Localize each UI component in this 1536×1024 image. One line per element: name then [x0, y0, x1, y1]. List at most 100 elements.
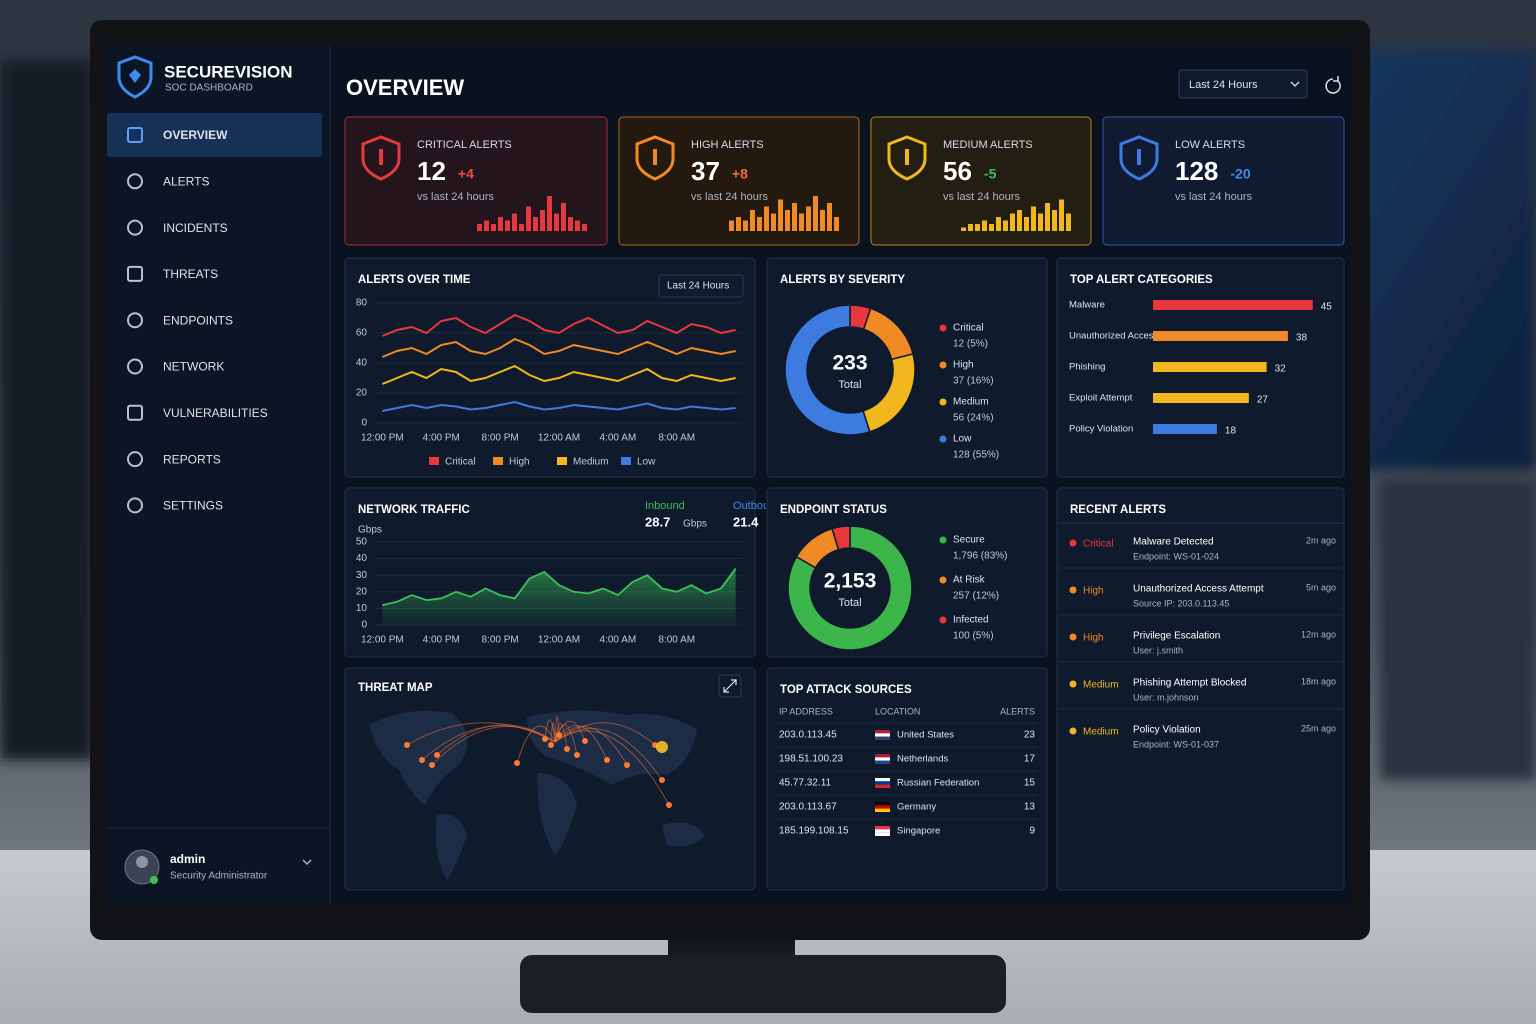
- alert-title[interactable]: Phishing Attempt Blocked: [1133, 678, 1246, 689]
- data-label: 12 (5%): [953, 339, 988, 350]
- flag: [875, 826, 890, 830]
- brand-logo: [117, 55, 153, 99]
- flag: [875, 781, 890, 785]
- alert-detail: User: j.smith: [1133, 645, 1183, 655]
- kpi-icon: [887, 135, 927, 181]
- flag: [875, 733, 890, 737]
- server-rack: [0, 60, 95, 760]
- panel-title: RECENT ALERTS: [1070, 504, 1166, 516]
- alert-time: 5m ago: [1306, 582, 1336, 592]
- sparkline-bar: [505, 220, 510, 231]
- nav-item[interactable]: OVERVIEW: [163, 128, 228, 142]
- sparkline-bar: [813, 196, 818, 231]
- kpi-icon-mark: [905, 149, 909, 165]
- sparkline-bar: [771, 213, 776, 231]
- attack-arc: [554, 723, 568, 750]
- legend-label: High: [509, 457, 530, 468]
- sparkline-bar: [575, 220, 580, 231]
- attack-arc: [516, 725, 556, 764]
- dashboard: SECUREVISION SOC DASHBOARD OVERVIEW ALERTS I…: [107, 45, 1345, 905]
- range-dropdown[interactable]: [658, 274, 744, 298]
- sparkline-bar: [982, 220, 987, 231]
- kpi-note: vs last 24 hours: [417, 191, 495, 203]
- x-tick-label: 4:00 PM: [423, 433, 460, 444]
- kpi-label: MEDIUM ALERTS: [943, 139, 1033, 151]
- sparkline-bar: [1010, 213, 1015, 231]
- map-land: [369, 710, 468, 805]
- x-tick-label: 12:00 AM: [538, 635, 580, 646]
- user-menu[interactable]: [302, 859, 312, 866]
- alert-title[interactable]: Malware Detected: [1133, 537, 1214, 548]
- alert-detail: Source IP: 203.0.113.45: [1133, 598, 1229, 608]
- line-series: [381, 313, 736, 337]
- donut-total: 2,153: [824, 570, 877, 593]
- attack-arc: [431, 725, 556, 766]
- y-tick-label: 50: [356, 537, 368, 548]
- alert-time: 2m ago: [1306, 535, 1336, 545]
- alert-title[interactable]: Policy Violation: [1133, 725, 1201, 736]
- alert-title[interactable]: Unauthorized Access Attempt: [1133, 584, 1264, 595]
- kpi-value: 37: [691, 156, 720, 186]
- time-range-dropdown[interactable]: [1178, 69, 1308, 99]
- y-tick-label: 0: [361, 620, 367, 631]
- ip-address: 198.51.100.23: [779, 754, 843, 765]
- sparkline-bar: [540, 210, 545, 231]
- legend-dot: [939, 361, 947, 369]
- kpi-icon: [361, 135, 401, 181]
- attack-dot: [582, 738, 588, 744]
- legend-label: Critical: [445, 457, 476, 468]
- kpi-delta: -5: [984, 166, 997, 182]
- donut-slice: [787, 525, 913, 651]
- bar-category: Policy Violation: [1069, 424, 1133, 435]
- x-tick-label: 12:00 PM: [361, 635, 404, 646]
- nav-item[interactable]: THREATS: [163, 267, 218, 281]
- stat-unit: Gbps: [683, 519, 707, 530]
- bar-value-label: 27: [1257, 395, 1269, 406]
- nav-item[interactable]: SETTINGS: [163, 499, 223, 513]
- sparkline-bar: [1038, 213, 1043, 231]
- legend-dot: [939, 324, 947, 332]
- data-label: 128 (55%): [953, 450, 999, 461]
- legend-label: High: [953, 360, 974, 371]
- bar: [1153, 331, 1288, 341]
- nav-item[interactable]: ALERTS: [163, 174, 209, 188]
- alert-title[interactable]: Privilege Escalation: [1133, 631, 1220, 642]
- panel-title: NETWORK TRAFFIC: [358, 504, 470, 516]
- sparkline-bar: [526, 206, 531, 231]
- kpi-delta: +4: [458, 166, 474, 182]
- legend-swatch: [429, 457, 439, 465]
- sparkline-bar: [820, 210, 825, 231]
- y-tick-label: 20: [356, 388, 368, 399]
- bar-value-label: 18: [1225, 426, 1237, 437]
- ip-address: 203.0.113.67: [779, 802, 837, 813]
- severity-dot: [1069, 539, 1077, 547]
- flag: [875, 805, 890, 809]
- location: United States: [897, 730, 954, 741]
- panel-title: THREAT MAP: [358, 682, 433, 694]
- sparkline-bar: [968, 224, 973, 231]
- nav-icon: [127, 127, 143, 143]
- sparkline-bar: [729, 220, 734, 231]
- panel-title: TOP ATTACK SOURCES: [780, 684, 912, 696]
- nav-item[interactable]: NETWORK: [163, 360, 224, 374]
- sparkline-bar: [484, 220, 489, 231]
- nav-item[interactable]: INCIDENTS: [163, 221, 228, 235]
- nav-item[interactable]: REPORTS: [163, 452, 221, 466]
- sparkline-bar: [961, 227, 966, 231]
- donut-slice: [831, 525, 851, 551]
- sparkline-bar: [519, 224, 524, 231]
- y-tick-label: 0: [361, 418, 367, 429]
- y-tick-label: 40: [356, 358, 368, 369]
- alert-count: 13: [1024, 802, 1036, 813]
- sparkline-bar: [827, 203, 832, 231]
- alert-detail: Endpoint: WS-01-024: [1133, 551, 1219, 561]
- kpi-note: vs last 24 hours: [691, 191, 769, 203]
- attack-dot: [542, 736, 548, 742]
- sparkline-bar: [834, 217, 839, 231]
- avatar-head: [136, 856, 148, 868]
- alert-count: 9: [1029, 826, 1035, 837]
- nav-item[interactable]: ENDPOINTS: [163, 313, 233, 327]
- legend-swatch: [621, 457, 631, 465]
- nav-item[interactable]: VULNERABILITIES: [163, 406, 268, 420]
- refresh-button[interactable]: [1325, 76, 1341, 94]
